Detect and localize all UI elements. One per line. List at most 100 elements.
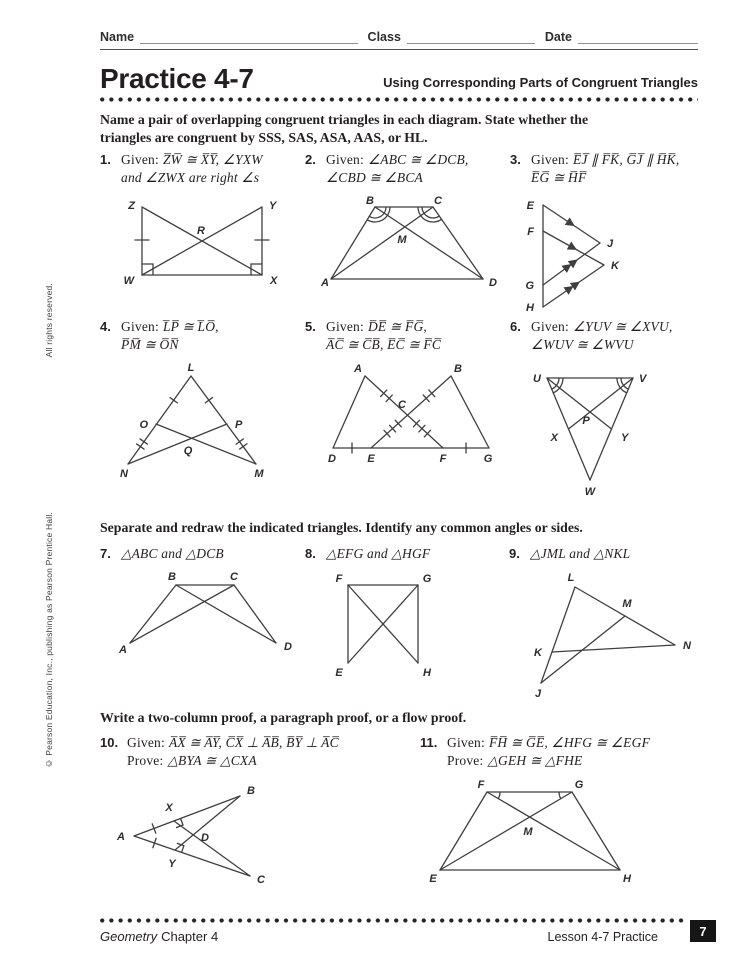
diagram-6: U V W X Y P bbox=[533, 373, 648, 498]
vertex-label-P: P bbox=[235, 419, 243, 431]
vertex-label-Q: Q bbox=[184, 445, 193, 457]
vertex-label-A: A bbox=[118, 644, 127, 656]
footer-chapter: Chapter 4 bbox=[161, 929, 219, 944]
vertex-label-E: E bbox=[429, 873, 437, 885]
diagram-lines bbox=[129, 584, 277, 644]
vertex-label-F: F bbox=[336, 573, 343, 585]
problem-number: 4. bbox=[100, 319, 111, 335]
diagram-7: B C A D bbox=[118, 571, 292, 656]
vertex-label-R: R bbox=[197, 225, 205, 237]
vertex-label-G: G bbox=[575, 779, 584, 791]
problem-10: 10. Given: A̅X̅ ≅ A̅Y̅, C̅X̅ ⊥ A̅B̅, B̅Y̅… bbox=[100, 734, 420, 890]
given-math: E̅J̅ ∥ F̅K̅, G̅J̅ ∥ H̅K̅, bbox=[572, 152, 680, 168]
prove-label: Prove: bbox=[447, 752, 484, 768]
vertex-label-F: F bbox=[527, 226, 534, 238]
diagram-8: F G E H bbox=[335, 573, 432, 679]
vertex-label-B: B bbox=[454, 363, 462, 375]
diagram-1: Z Y W X R bbox=[124, 200, 278, 287]
name-class-date-header: Name Class Date bbox=[100, 28, 698, 44]
vertex-label-A: A bbox=[353, 363, 362, 375]
vertex-label-A: A bbox=[320, 277, 329, 289]
given-label: Given: bbox=[531, 319, 569, 335]
vertex-label-D: D bbox=[328, 453, 336, 465]
vertex-label-E: E bbox=[527, 200, 535, 212]
vertex-label-F: F bbox=[440, 453, 447, 465]
vertex-label-Y: Y bbox=[269, 200, 278, 212]
problem-statement: Given: ∠YUV ≅ ∠XVU, ∠WUV ≅ ∠WVU bbox=[531, 318, 673, 354]
problem-statement: Given: A̅X̅ ≅ A̅Y̅, C̅X̅ ⊥ A̅B̅, B̅Y̅ ⊥ A… bbox=[127, 734, 339, 770]
diagram-lines bbox=[546, 377, 634, 482]
prove-label: Prove: bbox=[127, 752, 164, 768]
diagram-4: L O P Q N M bbox=[120, 362, 264, 480]
vertex-label-M: M bbox=[397, 234, 407, 246]
name-blank-line bbox=[140, 28, 358, 44]
problem-statement: △ABC and △DCB bbox=[121, 545, 224, 561]
vertex-label-H: H bbox=[526, 302, 535, 314]
problem-statement: Given: L̅P̅ ≅ L̅O̅, P̅M̅ ≅ O̅N̅ bbox=[121, 318, 219, 354]
diagram-lines bbox=[133, 795, 251, 877]
diagram-lines bbox=[347, 584, 419, 664]
vertex-label-B: B bbox=[247, 785, 255, 797]
given-math: D̅E̅ ≅ F̅G̅, bbox=[367, 319, 427, 335]
given-label: Given: bbox=[121, 319, 159, 335]
problem-1: 1. Given: Z̅W̅ ≅ X̅Y̅, ∠YXW and ∠ZWX are … bbox=[100, 151, 305, 318]
diagram-9: L M N K J bbox=[534, 572, 692, 700]
vertex-label-G: G bbox=[484, 453, 493, 465]
dotted-divider-bottom bbox=[100, 918, 686, 923]
problem-number: 11. bbox=[420, 734, 438, 750]
page-subtitle: Using Corresponding Parts of Congruent T… bbox=[383, 75, 698, 90]
given-label: Given: bbox=[326, 152, 364, 168]
given-math: F̅H̅ ≅ G̅E̅, ∠HFG ≅ ∠EGF bbox=[488, 734, 651, 750]
given-label: Given: bbox=[121, 152, 159, 168]
vertex-label-X: X bbox=[269, 275, 278, 287]
vertex-label-Y: Y bbox=[621, 432, 630, 444]
diagram-lines bbox=[134, 206, 270, 277]
vertex-label-V: V bbox=[639, 373, 648, 385]
problem-statement: △JML and △NKL bbox=[530, 545, 631, 561]
given-math: ∠CBD ≅ ∠BCA bbox=[326, 170, 423, 186]
given-math: ∠YUV ≅ ∠XVU, bbox=[572, 319, 673, 335]
vertex-label-C: C bbox=[434, 195, 443, 207]
given-math: P̅M̅ ≅ O̅N̅ bbox=[121, 337, 179, 353]
vertex-label-D: D bbox=[284, 641, 292, 653]
given-math: E̅G̅ ≅ H̅F̅ bbox=[531, 170, 587, 186]
date-blank-line bbox=[578, 28, 698, 44]
diagram-3: E F G H J K bbox=[525, 200, 620, 314]
copyright-publisher-text: © Pearson Education, Inc., publishing as… bbox=[44, 512, 54, 769]
problem-5: 5. Given: D̅E̅ ≅ F̅G̅, A̅C̅ ≅ C̅B̅, E̅C̅ … bbox=[305, 318, 510, 510]
problem-number: 8. bbox=[305, 545, 316, 561]
vertex-label-H: H bbox=[423, 667, 432, 679]
given-math: A̅C̅ ≅ C̅B̅, E̅C̅ ≅ F̅C̅ bbox=[326, 337, 442, 353]
vertex-label-A: A bbox=[116, 831, 125, 843]
vertex-label-X: X bbox=[550, 432, 559, 444]
diagram-5: A B C D E F G bbox=[328, 363, 493, 465]
prove-math: △BYA ≅ △CXA bbox=[167, 752, 257, 768]
problem-statement: Given: F̅H̅ ≅ G̅E̅, ∠HFG ≅ ∠EGF Prove: △GE… bbox=[447, 734, 650, 770]
footer-book-title: Geometry Chapter 4 bbox=[100, 929, 218, 944]
problem-8: 8. △EFG and △HGF F G E H bbox=[305, 545, 509, 700]
problem-9: 9. △JML and △NKL L M N K J bbox=[509, 545, 698, 700]
problem-statement: Given: D̅E̅ ≅ F̅G̅, A̅C̅ ≅ C̅B̅, E̅C̅ ≅ F… bbox=[326, 318, 441, 354]
vertex-label-C: C bbox=[257, 874, 266, 886]
vertex-label-D: D bbox=[201, 832, 209, 844]
problem-statement: Given: Z̅W̅ ≅ X̅Y̅, ∠YXW and ∠ZWX are rig… bbox=[121, 151, 263, 187]
footer-lesson-label: Lesson 4-7 Practice bbox=[547, 930, 658, 944]
diagram-10: A B C X Y D bbox=[116, 785, 266, 886]
problem-7: 7. △ABC and △DCB B C A D bbox=[100, 545, 305, 700]
section2-instructions: Separate and redraw the indicated triang… bbox=[100, 520, 583, 536]
vertex-label-C: C bbox=[398, 399, 407, 411]
vertex-label-F: F bbox=[478, 779, 485, 791]
problem-number: 7. bbox=[100, 545, 111, 561]
diagram-lines bbox=[332, 375, 490, 455]
vertex-label-L: L bbox=[188, 362, 195, 374]
problem-11: 11. Given: F̅H̅ ≅ G̅E̅, ∠HFG ≅ ∠EGF Prove… bbox=[420, 734, 698, 890]
given-label: Given: bbox=[531, 152, 569, 168]
vertex-label-H: H bbox=[623, 873, 632, 885]
dotted-divider-top bbox=[100, 97, 698, 102]
header-rule bbox=[100, 49, 698, 50]
footer-series-name: Geometry bbox=[100, 929, 158, 944]
vertex-label-B: B bbox=[366, 195, 374, 207]
problem-number: 2. bbox=[305, 152, 316, 168]
vertex-label-N: N bbox=[120, 468, 129, 480]
diagram-lines bbox=[542, 204, 605, 309]
